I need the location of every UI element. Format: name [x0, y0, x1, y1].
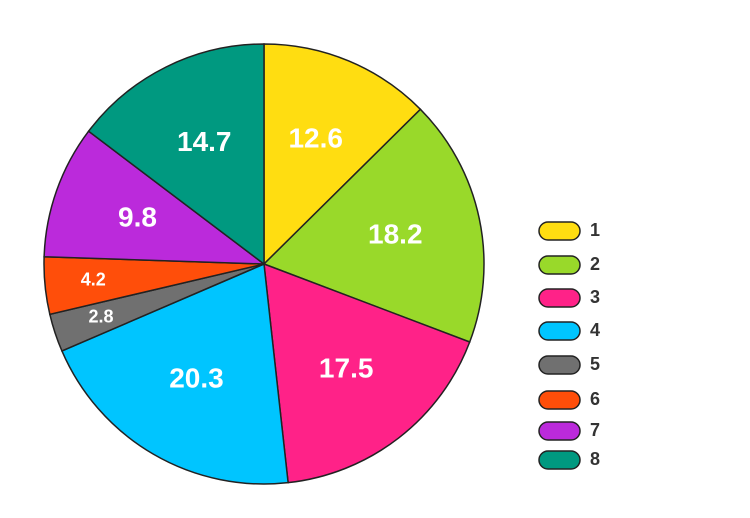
legend-swatch [538, 221, 581, 241]
pie-slice [262, 108, 485, 343]
legend-label: 8 [590, 449, 600, 469]
pie-slice [263, 262, 471, 484]
slice-label: 14.7 [177, 126, 232, 157]
slice-label: 2.8 [89, 306, 114, 326]
slice-label: 18.2 [368, 219, 423, 250]
legend-label: 2 [590, 254, 600, 274]
legend-label: 6 [590, 389, 600, 409]
pie-slice [87, 43, 265, 266]
legend-label: 5 [590, 354, 600, 374]
legend-label: 4 [590, 320, 600, 340]
legend-swatch [538, 255, 581, 275]
legend-label: 1 [590, 220, 600, 240]
legend-swatch [538, 321, 581, 341]
legend-swatch [538, 390, 581, 410]
slice-label: 20.3 [169, 362, 224, 393]
slice-label: 17.5 [319, 352, 374, 383]
slice-label: 9.8 [118, 202, 157, 233]
legend-label: 7 [590, 420, 600, 440]
slice-label: 4.2 [81, 270, 106, 290]
pie-slice [60, 262, 289, 485]
slice-label: 12.6 [288, 123, 343, 154]
legend-swatch [538, 450, 581, 470]
legend-swatch [538, 288, 581, 308]
pie-slice [263, 43, 422, 266]
pie-slice [43, 130, 267, 265]
legend-swatch [538, 355, 581, 375]
legend-label: 3 [590, 287, 600, 307]
legend-swatch [538, 421, 581, 441]
